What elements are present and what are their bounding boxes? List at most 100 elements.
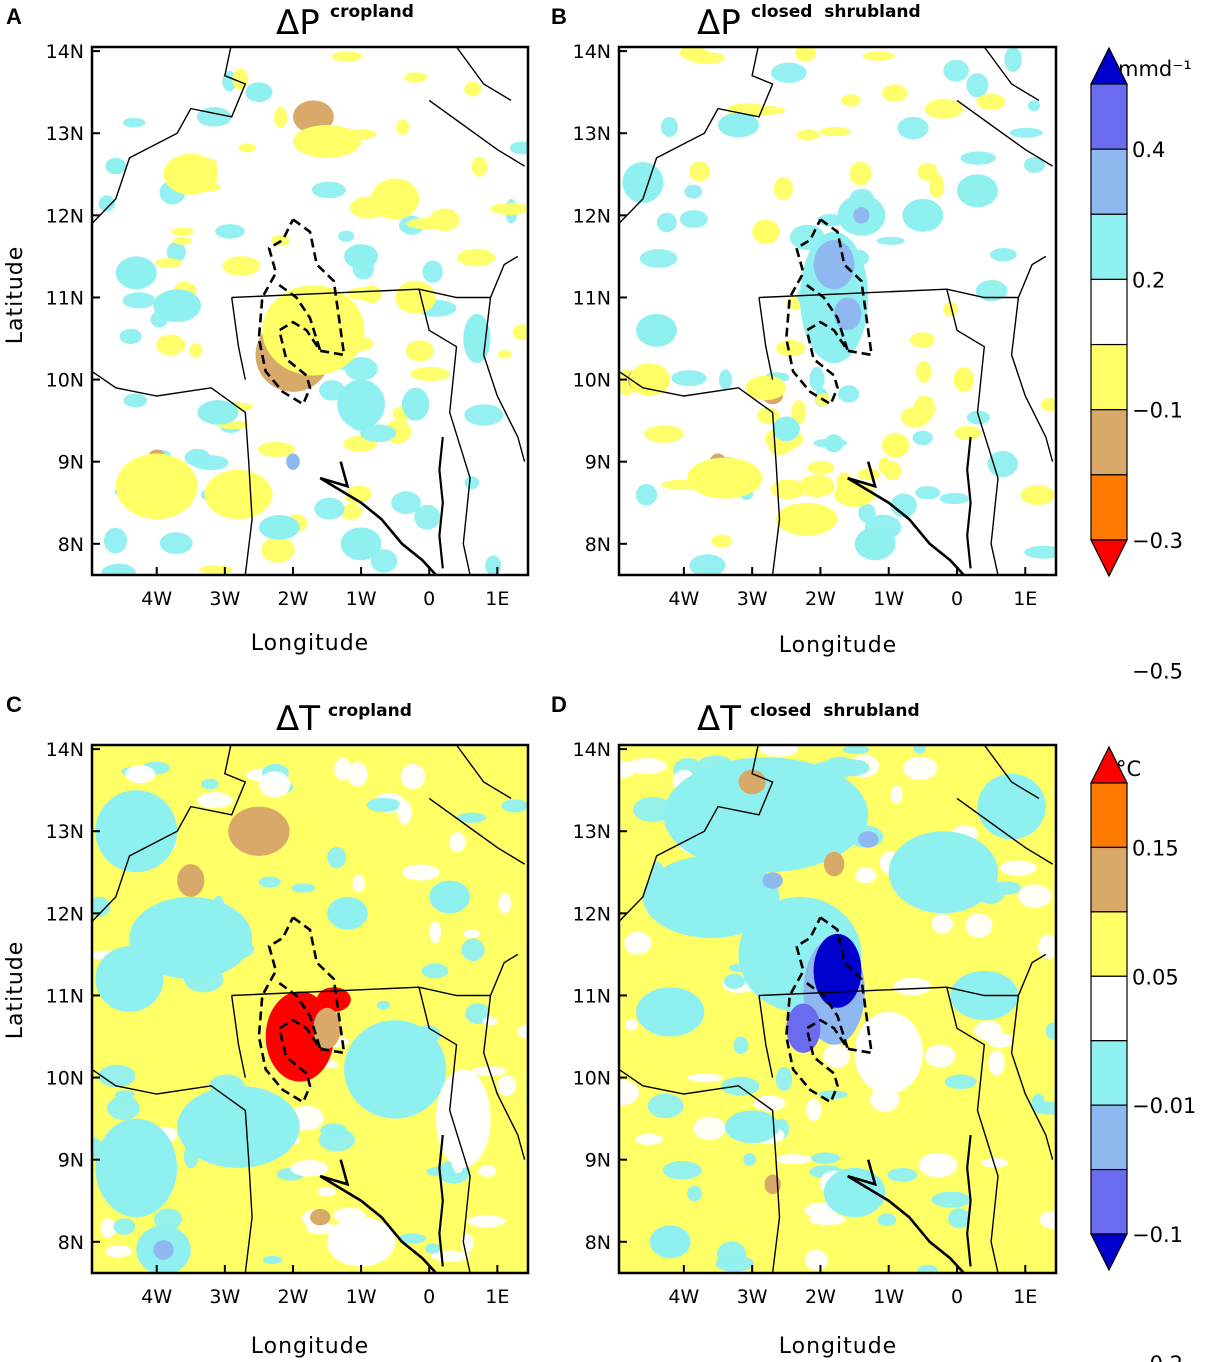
panel-c-title: ΔT bbox=[276, 699, 320, 739]
panel-c-axes: 4W 3W 2W 1W 0 1E 8N 9N 10N 11N 12N 13N 14N bbox=[46, 739, 510, 1308]
field-speckle bbox=[987, 451, 1019, 478]
field-speckle bbox=[414, 504, 441, 530]
field-speckle bbox=[881, 84, 908, 102]
panel-d-title-superscript: closed shrubland bbox=[750, 701, 920, 721]
field-speckle bbox=[457, 812, 487, 823]
field-anomaly bbox=[772, 416, 800, 442]
field-speckle bbox=[966, 73, 989, 98]
colorbar-segment-bottom-arrow bbox=[1090, 1233, 1128, 1272]
field-speckle bbox=[347, 761, 368, 787]
field-speckle bbox=[804, 1249, 828, 1271]
y-tick-label: 12N bbox=[46, 903, 84, 925]
field-anomaly bbox=[429, 880, 471, 914]
field-speckle bbox=[215, 224, 245, 239]
field-speckle bbox=[98, 195, 116, 212]
field-speckle bbox=[105, 1245, 133, 1258]
panel-d: D ΔT closed shrubland 4W 3W 2W 1W 0 1E 8N 9N 10N… bbox=[551, 692, 1058, 1359]
field-speckle bbox=[457, 248, 496, 267]
field-speckle bbox=[517, 1024, 528, 1039]
panel-a: A ΔP cropland 4W 3W 2W 1W 0 1E 8N 9N 10N 11N 12N 13… bbox=[3, 2, 530, 656]
country-border bbox=[231, 255, 519, 299]
field-anomaly bbox=[245, 82, 273, 103]
field-anomaly bbox=[813, 933, 862, 1008]
field-speckle bbox=[687, 1073, 724, 1083]
country-border bbox=[92, 370, 253, 575]
study-region-boundary bbox=[257, 916, 346, 1105]
field-speckle bbox=[1038, 934, 1056, 959]
x-tick-label: 3W bbox=[209, 588, 240, 610]
field-speckle bbox=[114, 1090, 135, 1099]
y-tick-label: 14N bbox=[573, 739, 611, 761]
field-speckle bbox=[633, 796, 673, 823]
country-border bbox=[92, 1068, 253, 1273]
x-tick-label: 2W bbox=[805, 1286, 836, 1308]
field-anomaly bbox=[902, 198, 944, 232]
field-speckle bbox=[391, 491, 421, 515]
field-anomaly bbox=[395, 281, 437, 314]
field-anomaly bbox=[95, 946, 164, 1012]
field-speckle bbox=[679, 210, 708, 228]
panel-letter-b: B bbox=[551, 4, 567, 29]
field-speckle bbox=[159, 532, 193, 555]
y-tick-label: 8N bbox=[58, 534, 84, 556]
panel-c: C ΔT cropland 4W 3W 2W 1W 0 1E 8N 9N 10N 11N 12N 13… bbox=[3, 692, 530, 1359]
field-speckle bbox=[960, 151, 996, 165]
panel-a-frame bbox=[90, 45, 530, 577]
field-speckle bbox=[715, 1255, 754, 1272]
field-speckle bbox=[976, 93, 1006, 110]
field-speckle bbox=[890, 493, 917, 518]
field-speckle bbox=[222, 256, 261, 276]
field-speckle bbox=[261, 536, 295, 563]
panel-b-frame bbox=[617, 45, 1058, 577]
colorbar-label: 0.05 bbox=[1132, 965, 1179, 989]
field-speckle bbox=[501, 799, 528, 813]
field-speckle bbox=[986, 1032, 1014, 1048]
country-border bbox=[619, 370, 781, 575]
field-speckle bbox=[806, 1098, 822, 1122]
field-speckle bbox=[171, 227, 194, 236]
country-border bbox=[758, 953, 1047, 997]
colorbar-segment bbox=[1090, 474, 1128, 541]
field-anomaly bbox=[153, 1240, 174, 1260]
field-anomaly bbox=[337, 379, 385, 429]
field-speckle bbox=[876, 236, 905, 245]
field-speckle bbox=[352, 874, 365, 893]
study-region-subbasin bbox=[806, 982, 849, 1050]
field-speckle bbox=[647, 1093, 684, 1119]
field-speckle bbox=[317, 1187, 337, 1197]
panel-b-borders bbox=[619, 47, 1054, 575]
panel-b-field bbox=[619, 47, 1056, 575]
field-anomaly bbox=[977, 773, 1046, 840]
field-speckle bbox=[318, 1128, 356, 1152]
field-speckle bbox=[931, 1191, 971, 1208]
field-speckle bbox=[929, 173, 945, 199]
y-tick-label: 10N bbox=[46, 370, 84, 392]
country-border bbox=[946, 987, 999, 1273]
field-speckle bbox=[274, 106, 288, 129]
panel-d-axes: 4W 3W 2W 1W 0 1E 8N 9N 10N 11N 12N 13N 14N bbox=[573, 739, 1038, 1308]
field-anomaly bbox=[310, 1208, 331, 1226]
field-speckle bbox=[478, 1165, 497, 1177]
field-anomaly bbox=[197, 400, 239, 425]
x-tick-label: 2W bbox=[805, 588, 836, 610]
field-anomaly bbox=[857, 831, 879, 848]
x-tick-label: 0 bbox=[423, 1286, 435, 1308]
field-speckle bbox=[156, 334, 186, 356]
field-speckle bbox=[1033, 1101, 1056, 1115]
field-speckle bbox=[943, 301, 958, 317]
colorbar-label: 0.4 bbox=[1132, 138, 1165, 162]
country-border bbox=[983, 47, 1040, 102]
field-anomaly bbox=[642, 855, 780, 938]
y-tick-label: 8N bbox=[585, 534, 611, 556]
field-anomaly bbox=[129, 896, 253, 980]
x-tick-label: 0 bbox=[951, 1286, 963, 1308]
field-speckle bbox=[471, 156, 488, 177]
field-speckle bbox=[103, 527, 128, 554]
field-speckle bbox=[509, 141, 528, 155]
field-speckle bbox=[464, 404, 504, 426]
field-anomaly bbox=[316, 987, 351, 1012]
field-anomaly bbox=[163, 153, 219, 195]
field-speckle bbox=[512, 324, 528, 341]
field-speckle bbox=[910, 332, 935, 349]
field-speckle bbox=[857, 468, 881, 481]
